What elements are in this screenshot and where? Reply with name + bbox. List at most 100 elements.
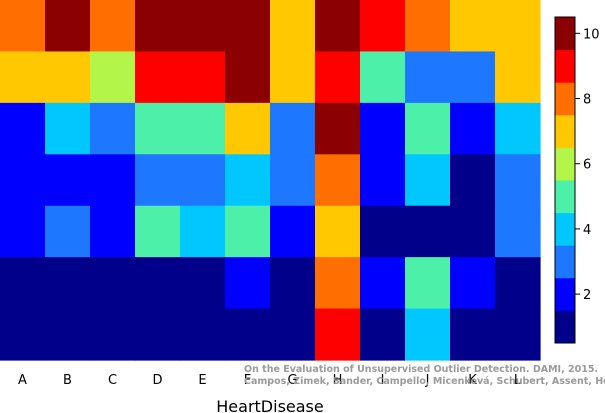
colorbar-band: [555, 277, 575, 311]
heatmap-cell: [180, 308, 226, 361]
heatmap-cell: [45, 257, 91, 310]
heatmap-cell: [90, 308, 136, 361]
x-tick-label: F: [244, 373, 251, 388]
x-tick-label: B: [63, 373, 72, 388]
heatmap-cell: [0, 205, 46, 258]
colorbar: 2 4 6 8 10: [554, 16, 600, 344]
colorbar-tick-label: 6: [583, 158, 591, 173]
colorbar-bands: [555, 17, 575, 344]
colorbar-band: [555, 212, 575, 246]
credit-line-1: On the Evaluation of Unsupervised Outlie…: [244, 364, 598, 375]
heatmap-cell: [180, 0, 226, 53]
heatmap-cell: [45, 102, 91, 155]
heatmap-cell: [135, 154, 181, 207]
heatmap-cell: [450, 102, 496, 155]
heatmap-cell: [180, 51, 226, 104]
x-tick-label: H: [333, 373, 343, 388]
heatmap-cell: [225, 308, 271, 361]
colorbar-tick-label: 2: [583, 288, 591, 303]
x-tick-label: D: [152, 373, 162, 388]
heatmap-cell: [0, 257, 46, 310]
heatmap-cell: [405, 308, 451, 361]
heatmap-cell: [135, 308, 181, 361]
heatmap-cell: [405, 154, 451, 207]
colorbar-band: [555, 114, 575, 148]
heatmap-cell: [90, 154, 136, 207]
x-tick-label: K: [468, 373, 477, 388]
colorbar-band: [555, 180, 575, 214]
colorbar-tick-label: 4: [583, 223, 591, 238]
heatmap-cell: [315, 205, 361, 258]
x-axis-label: HeartDisease: [216, 397, 323, 413]
heatmap-cell: [45, 308, 91, 361]
heatmap-cell: [495, 0, 541, 53]
heatmap-cell: [405, 257, 451, 310]
heatmap-cell: [135, 205, 181, 258]
x-tick-label: E: [198, 373, 206, 388]
heatmap-cell: [315, 0, 361, 53]
heatmap-cell: [135, 51, 181, 104]
heatmap-cell: [360, 154, 406, 207]
heatmap-cell: [495, 102, 541, 155]
heatmap-cell: [315, 51, 361, 104]
heatmap-cell: [495, 257, 541, 310]
heatmap-cell: [360, 257, 406, 310]
heatmap-cell: [405, 0, 451, 53]
heatmap-cell: [450, 308, 496, 361]
heatmap-cell: [360, 51, 406, 104]
heatmap-cell: [225, 154, 271, 207]
heatmap-cell: [135, 0, 181, 53]
x-tick-label: G: [287, 373, 297, 388]
credit-line-2: Campos, Zimek, Sander, Campello, Micenko…: [244, 376, 605, 387]
heatmap-cell: [45, 205, 91, 258]
heatmap-cell: [270, 51, 316, 104]
x-tick-label: L: [514, 373, 522, 388]
heatmap-cell: [360, 308, 406, 361]
heatmap-cell: [270, 205, 316, 258]
heatmap-cell: [270, 0, 316, 53]
heatmap-cell: [90, 102, 136, 155]
x-tick-label: I: [381, 373, 385, 388]
colorbar-band: [555, 310, 575, 344]
colorbar-band: [555, 49, 575, 83]
colorbar-tick-label: 8: [583, 93, 591, 108]
heatmap-cell: [270, 257, 316, 310]
heatmap-cell: [315, 102, 361, 155]
heatmap-cell: [360, 205, 406, 258]
heatmap-cell: [315, 308, 361, 361]
heatmap-cell: [495, 205, 541, 258]
heatmap-cell: [90, 0, 136, 53]
heatmap-cell: [405, 205, 451, 258]
heatmap-cell: [45, 51, 91, 104]
heatmap-cell: [45, 154, 91, 207]
heatmap-cell: [0, 102, 46, 155]
colorbar-band: [555, 82, 575, 116]
heatmap-cell: [0, 154, 46, 207]
heatmap-cell: [0, 51, 46, 104]
colorbar-ticks: 2 4 6 8 10: [575, 27, 600, 303]
colorbar-frame: [554, 16, 576, 344]
heatmap-cell: [360, 102, 406, 155]
heatmap-cell: [90, 51, 136, 104]
heatmap-cell: [405, 51, 451, 104]
heatmap-cell: [450, 0, 496, 53]
heatmap-cell: [90, 205, 136, 258]
x-tick-label: C: [108, 373, 117, 388]
heatmap-cell: [45, 0, 91, 53]
x-tick-labels: A B C D E F G H I J K L: [18, 373, 522, 388]
heatmap-cell: [90, 257, 136, 310]
heatmap-cell: [135, 102, 181, 155]
heatmap-cell: [495, 51, 541, 104]
heatmap-cell: [225, 51, 271, 104]
heatmap-cell: [180, 154, 226, 207]
x-tick-label: A: [18, 373, 27, 388]
heatmap-cell: [450, 51, 496, 104]
heatmap-cell: [0, 308, 46, 361]
heatmap-cells: [0, 0, 541, 361]
heatmap-cell: [270, 154, 316, 207]
heatmap-cell: [495, 308, 541, 361]
heatmap-cell: [225, 257, 271, 310]
heatmap-cell: [225, 205, 271, 258]
heatmap-cell: [495, 154, 541, 207]
heatmap-cell: [405, 102, 451, 155]
